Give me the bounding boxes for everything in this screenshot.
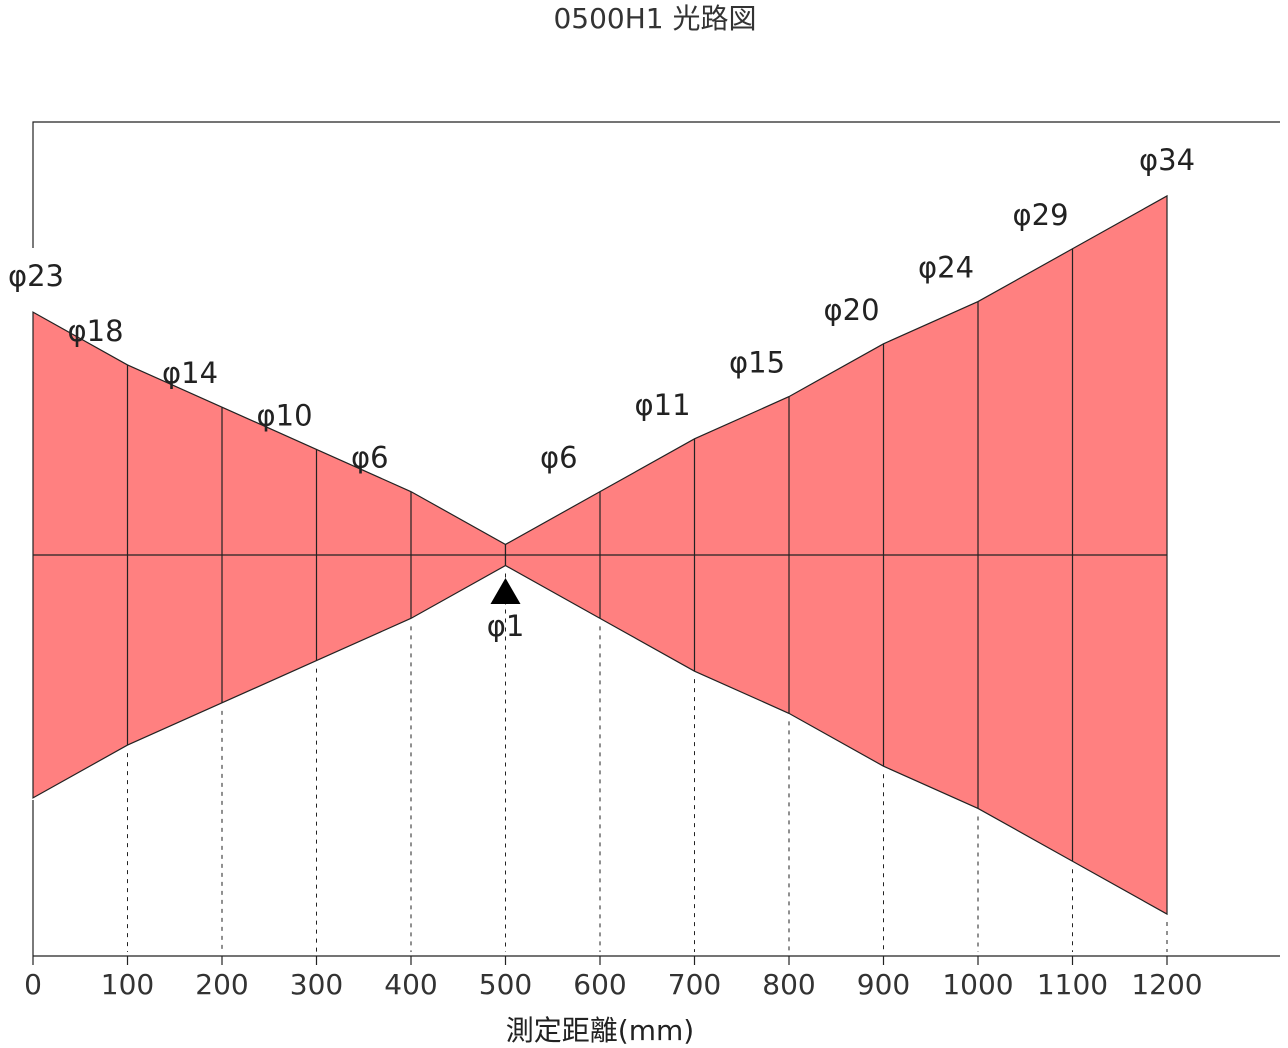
x-tick-label-1100: 1100 xyxy=(1037,968,1108,1001)
diameter-label-700: φ11 xyxy=(635,388,691,422)
x-tick-label-100: 100 xyxy=(101,968,154,1001)
diameter-label-400: φ6 xyxy=(351,441,389,475)
diameter-label-300: φ10 xyxy=(257,398,313,432)
x-tick-label-600: 600 xyxy=(573,968,626,1001)
x-tick-label-300: 300 xyxy=(290,968,343,1001)
frame-top xyxy=(32,121,1280,248)
x-axis-title: 測定距離(mm) xyxy=(506,1014,694,1047)
x-tick-label-500: 500 xyxy=(479,968,532,1001)
x-tick-label-0: 0 xyxy=(24,968,42,1001)
plot-area: 0 100 200 300 400 500 600 700 800 900 1000 1100 1200… xyxy=(8,121,1280,1001)
diameter-label-900: φ20 xyxy=(824,293,880,327)
diameter-label-100: φ18 xyxy=(68,314,124,348)
x-tick-label-800: 800 xyxy=(762,968,815,1001)
diameter-label-0: φ23 xyxy=(8,259,64,293)
x-tick-label-900: 900 xyxy=(857,968,910,1001)
x-tick-label-400: 400 xyxy=(384,968,437,1001)
diameter-label-200: φ14 xyxy=(162,356,218,390)
triangle-up-icon xyxy=(490,578,521,604)
diameter-label-1200: φ34 xyxy=(1139,143,1195,177)
diameter-label-1000: φ24 xyxy=(918,251,974,285)
diameter-label-600: φ6 xyxy=(540,441,578,475)
diameter-label-500: φ1 xyxy=(487,609,525,643)
diameter-label-800: φ15 xyxy=(729,346,785,380)
x-tick-label-700: 700 xyxy=(668,968,721,1001)
x-tick-label-1000: 1000 xyxy=(942,968,1013,1001)
diameter-label-1100: φ29 xyxy=(1013,198,1069,232)
chart-title: 0500H1 光路図 xyxy=(553,2,756,35)
x-tick-label-1200: 1200 xyxy=(1131,968,1202,1001)
x-tick-label-200: 200 xyxy=(195,968,248,1001)
